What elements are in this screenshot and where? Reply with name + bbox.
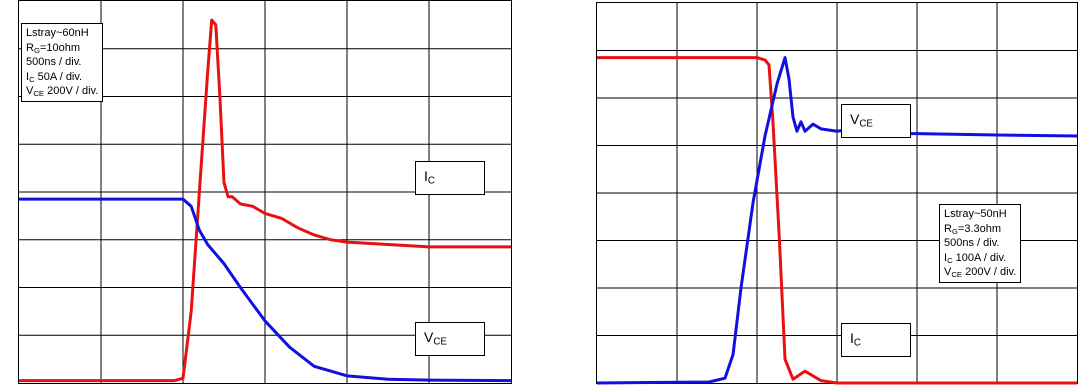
vce-trace-label: VCE [415, 322, 485, 356]
rg-text: RG=10ohm [26, 41, 80, 55]
time-div-text: 500ns / div. [26, 56, 82, 68]
lstray-text: Lstray~60nH [26, 27, 89, 39]
ic-scale-text: IC 50A / div. [26, 70, 83, 84]
ic-trace [19, 18, 511, 383]
rg-text: RG=3.3ohm [944, 222, 1002, 236]
vce-trace-label: VCE [841, 104, 911, 138]
time-div-text: 500ns / div. [944, 237, 1000, 249]
ic-trace-label: IC [841, 323, 911, 357]
vce-scale-text: VCE 200V / div. [26, 85, 99, 98]
ic-trace [597, 56, 1077, 385]
ic-trace-label: IC [415, 161, 485, 195]
info-box-1: Lstray~60nH RG=10ohm 500ns / div. IC 50A… [21, 23, 104, 102]
vce-scale-text: VCE 200V / div. [944, 266, 1017, 279]
scope-plot-2: VCE Lstray~50nH RG=3.3ohm 500ns / div. I… [596, 2, 1078, 385]
ic-scale-text: IC 100A / div. [944, 251, 1007, 265]
scope-plot-1: Lstray~60nH RG=10ohm 500ns / div. IC 50A… [18, 0, 512, 384]
lstray-text: Lstray~50nH [944, 208, 1007, 220]
scope-svg-2 [596, 3, 1078, 385]
info-box-2: Lstray~50nH RG=3.3ohm 500ns / div. IC 10… [939, 204, 1022, 283]
vce-trace [19, 197, 512, 383]
